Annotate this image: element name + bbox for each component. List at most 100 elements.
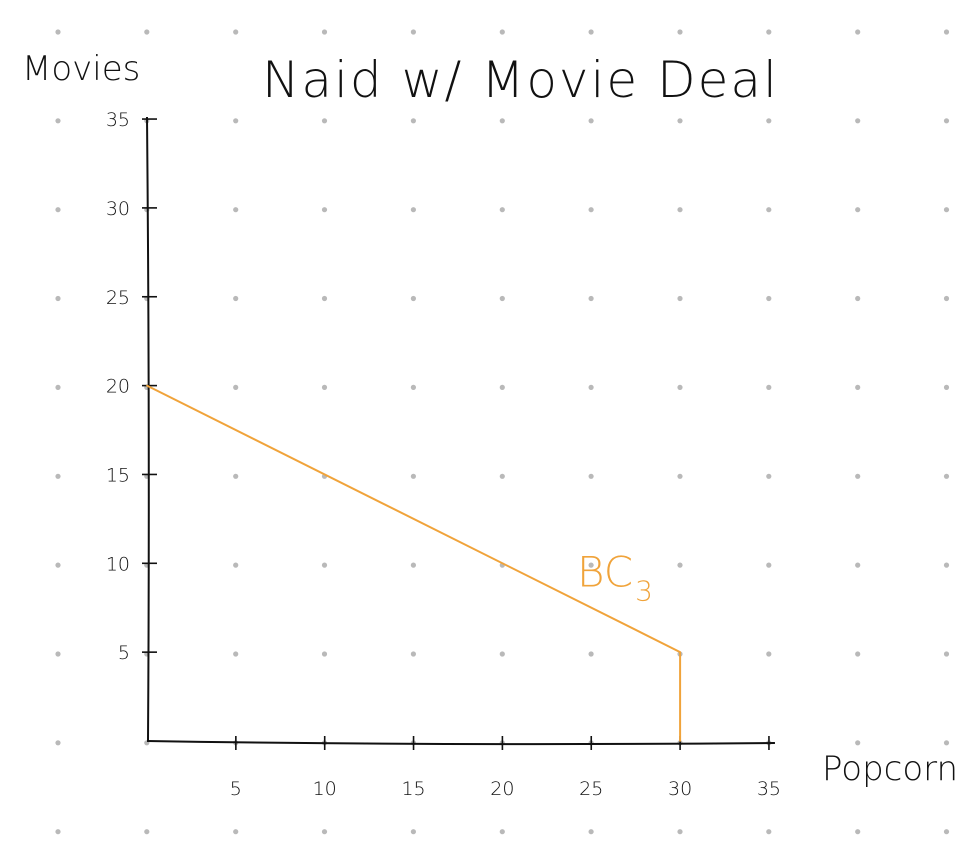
grid-dot xyxy=(766,829,772,835)
grid-dot xyxy=(499,295,505,302)
grid-dot xyxy=(233,29,239,35)
grid-dot xyxy=(410,118,416,124)
grid-dot xyxy=(55,651,61,657)
grid-dot xyxy=(55,473,61,479)
grid-dot xyxy=(855,829,861,835)
grid-dot xyxy=(321,29,328,35)
y-tick-label: 20 xyxy=(106,376,130,398)
grid-dot xyxy=(766,29,772,35)
grid-dot xyxy=(55,740,61,746)
y-axis-line xyxy=(146,117,150,742)
grid-dot xyxy=(588,207,594,213)
y-tick-label: 35 xyxy=(106,109,130,131)
y-tick-label: 30 xyxy=(106,198,130,220)
axes xyxy=(146,117,775,746)
grid-dot xyxy=(677,473,683,479)
grid-dot xyxy=(588,651,594,657)
chart-title: Naid w/ Movie Deal xyxy=(262,51,779,109)
x-axis-label: Popcorn xyxy=(822,749,958,789)
series-label: BC3 xyxy=(577,547,653,607)
grid-dot xyxy=(677,29,683,35)
grid-dot xyxy=(499,473,505,479)
series-label-subscript: 3 xyxy=(635,574,653,607)
grid-dot xyxy=(943,651,950,657)
grid-dot xyxy=(588,473,594,479)
grid-dot xyxy=(233,118,239,124)
grid-dot xyxy=(233,384,239,390)
grid-dot xyxy=(144,29,150,35)
y-axis-label: Movies xyxy=(22,49,140,89)
grid-dot xyxy=(766,651,772,657)
grid-dot xyxy=(233,651,239,657)
x-tick-label: 5 xyxy=(230,778,242,800)
x-tick-label: 25 xyxy=(579,778,603,800)
tick-labels: 5 10 15 20 25 30 35 5 10 15 20 25 30 35 xyxy=(106,109,781,800)
series-point xyxy=(146,384,148,387)
grid-dot xyxy=(943,473,950,479)
grid-dot xyxy=(233,207,239,213)
x-axis-line xyxy=(146,740,775,746)
grid-dot xyxy=(855,740,861,746)
y-tick-label: 25 xyxy=(106,287,130,309)
grid-dot xyxy=(55,384,61,390)
grid-dot xyxy=(943,207,950,213)
x-tick-label: 15 xyxy=(401,778,425,800)
grid-dot xyxy=(410,473,416,479)
grid-dot xyxy=(855,562,861,568)
grid-dot xyxy=(55,829,61,835)
grid-dot xyxy=(766,118,772,124)
grid-dot xyxy=(588,384,594,390)
grid-dot xyxy=(766,562,772,568)
grid-dot xyxy=(233,562,239,568)
y-tick-label: 10 xyxy=(106,553,130,575)
grid-dot xyxy=(677,384,683,390)
series-point xyxy=(679,740,681,742)
grid-dot xyxy=(766,473,772,479)
grid-dot xyxy=(55,207,61,213)
grid-dot xyxy=(943,29,950,35)
grid-dot xyxy=(55,29,61,35)
grid-dot xyxy=(321,651,328,657)
grid-dot xyxy=(588,295,594,302)
grid-dot xyxy=(677,295,683,302)
grid-dot xyxy=(499,384,505,390)
grid-dot xyxy=(588,562,594,568)
grid-dot xyxy=(855,295,861,302)
grid-dot xyxy=(677,207,683,213)
grid-dot xyxy=(766,384,772,390)
grid-dot xyxy=(855,651,861,657)
grid-dot xyxy=(499,829,505,835)
grid-dot xyxy=(677,118,683,124)
grid-dot xyxy=(766,207,772,213)
grid-dot xyxy=(855,384,861,390)
grid-dot xyxy=(321,118,328,124)
grid-dot xyxy=(677,829,683,835)
x-tick-label: 20 xyxy=(490,778,514,800)
grid-dot xyxy=(55,562,61,568)
grid-dot xyxy=(233,829,239,835)
grid-dot xyxy=(766,295,772,302)
grid-dot xyxy=(855,29,861,35)
grid-dot xyxy=(943,829,950,835)
dot-grid xyxy=(55,29,950,835)
grid-dot xyxy=(943,384,950,390)
grid-dot xyxy=(588,118,594,124)
y-tick-label: 5 xyxy=(118,642,130,664)
grid-dot xyxy=(321,207,328,213)
grid-dot xyxy=(321,384,328,390)
grid-dot xyxy=(855,207,861,213)
grid-dot xyxy=(321,829,328,835)
grid-dot xyxy=(321,562,328,568)
grid-dot xyxy=(499,207,505,213)
grid-dot xyxy=(943,740,950,746)
y-tick-label: 15 xyxy=(106,464,130,486)
grid-dot xyxy=(943,295,950,302)
grid-dot xyxy=(55,118,61,124)
grid-dot xyxy=(677,562,683,568)
grid-dot xyxy=(410,562,416,568)
grid-dot xyxy=(943,562,950,568)
grid-dot xyxy=(588,29,594,35)
grid-dot xyxy=(144,829,150,835)
x-tick-label: 10 xyxy=(313,778,337,800)
